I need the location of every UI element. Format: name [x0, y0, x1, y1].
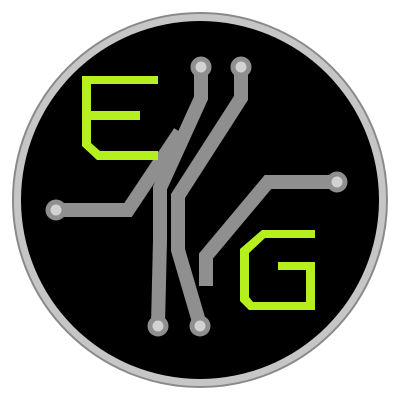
trace-pads — [45, 56, 348, 337]
trace-3 — [56, 128, 186, 217]
pad-bottom-right — [189, 315, 211, 337]
pad-right — [326, 171, 348, 193]
pad-top-left — [190, 56, 212, 78]
pad-left — [45, 199, 67, 221]
trace-2 — [171, 67, 248, 327]
trace-4 — [199, 175, 337, 286]
pad-top-right — [230, 56, 252, 78]
logo-disc — [21, 21, 379, 379]
circuit-trace-icon — [56, 67, 337, 327]
letter-g-mark — [240, 230, 315, 310]
letter-e-mark — [82, 76, 158, 160]
trace-1 — [151, 67, 208, 326]
pad-bottom-left — [147, 315, 169, 337]
